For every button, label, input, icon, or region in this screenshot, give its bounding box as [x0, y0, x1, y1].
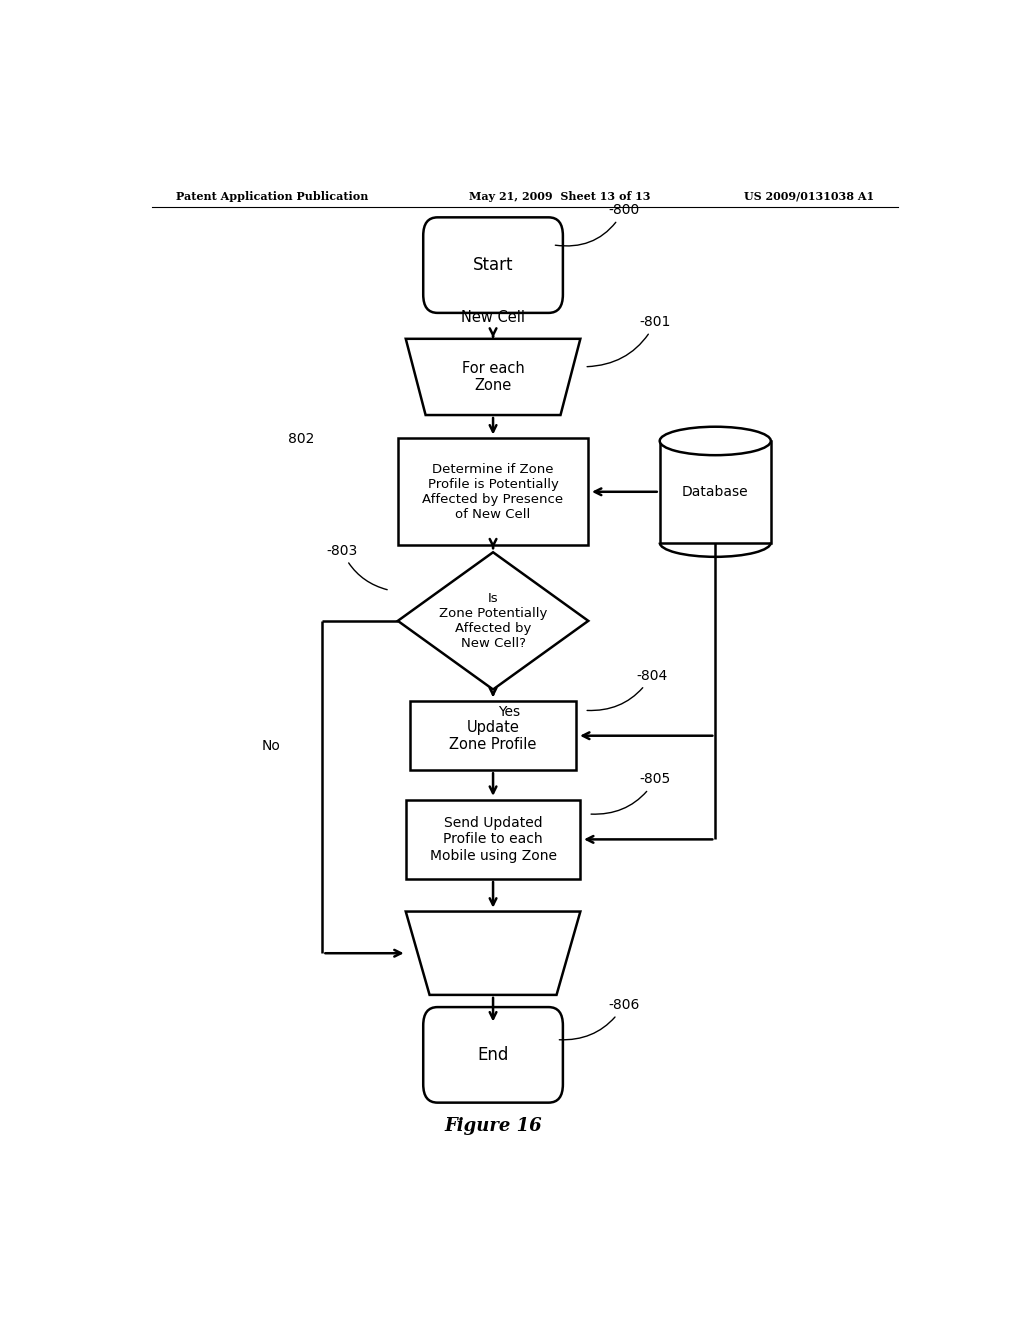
Text: May 21, 2009  Sheet 13 of 13: May 21, 2009 Sheet 13 of 13	[469, 190, 650, 202]
Bar	[406, 800, 581, 879]
Bar	[397, 438, 588, 545]
Text: Is
Zone Potentially
Affected by
New Cell?: Is Zone Potentially Affected by New Cell…	[439, 591, 547, 649]
Text: Send Updated
Profile to each
Mobile using Zone: Send Updated Profile to each Mobile usin…	[429, 816, 557, 862]
Text: US 2009/0131038 A1: US 2009/0131038 A1	[743, 190, 873, 202]
Text: New Cell: New Cell	[461, 310, 525, 326]
Text: -804: -804	[587, 669, 668, 710]
Polygon shape	[397, 552, 588, 689]
Text: Determine if Zone
Profile is Potentially
Affected by Presence
of New Cell: Determine if Zone Profile is Potentially…	[423, 463, 563, 521]
Text: Database: Database	[682, 484, 749, 499]
Bar	[410, 701, 577, 771]
Text: -806: -806	[559, 998, 640, 1040]
FancyBboxPatch shape	[423, 1007, 563, 1102]
Bar	[659, 441, 771, 543]
Text: Update
Zone Profile: Update Zone Profile	[450, 719, 537, 752]
Text: For each
Zone: For each Zone	[462, 360, 524, 393]
Text: 802: 802	[288, 432, 314, 446]
Text: -805: -805	[591, 772, 671, 814]
Text: -800: -800	[555, 203, 639, 246]
Polygon shape	[406, 912, 581, 995]
Text: Start: Start	[473, 256, 513, 275]
Ellipse shape	[659, 426, 771, 455]
Text: No: No	[261, 739, 281, 752]
FancyBboxPatch shape	[423, 218, 563, 313]
Text: Figure 16: Figure 16	[444, 1117, 542, 1135]
Polygon shape	[406, 339, 581, 414]
Text: Patent Application Publication: Patent Application Publication	[176, 190, 368, 202]
Text: -801: -801	[587, 315, 672, 367]
Text: Yes: Yes	[498, 705, 520, 719]
Text: -803: -803	[327, 544, 387, 590]
Text: End: End	[477, 1045, 509, 1064]
